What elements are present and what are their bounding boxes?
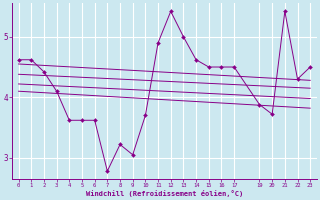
X-axis label: Windchill (Refroidissement éolien,°C): Windchill (Refroidissement éolien,°C): [86, 190, 243, 197]
